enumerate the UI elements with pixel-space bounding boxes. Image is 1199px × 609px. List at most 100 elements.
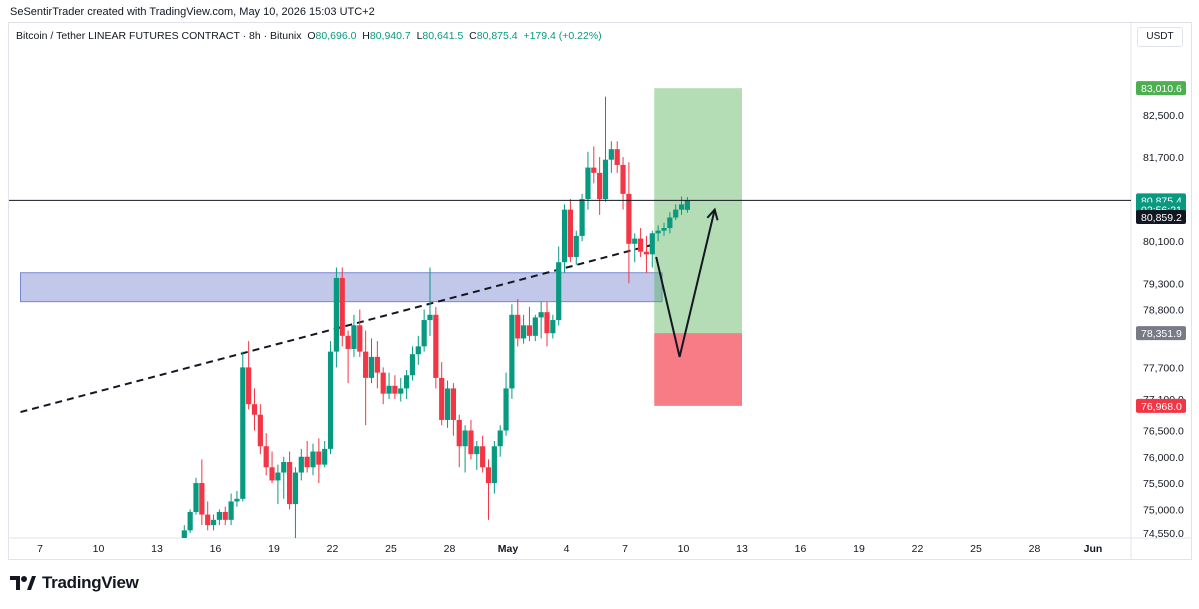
candle [193,477,199,515]
low-value: 80,641.5 [422,30,464,42]
candle [415,335,421,365]
candle-body [240,367,246,499]
candle [304,440,310,473]
candle [380,367,386,405]
candle [339,267,345,347]
candle-body [597,172,603,200]
candle [579,193,585,242]
candle-body [327,351,334,449]
candle-body [421,320,427,347]
candle-body [491,446,497,484]
candle [374,341,380,389]
candle-body [281,462,287,473]
candle-body [573,235,579,257]
candle-body [462,430,468,447]
candle-body [339,277,345,336]
candle-body [480,446,486,468]
candle [643,235,650,273]
close-label: C [469,30,477,42]
candle-body [538,312,544,318]
candle-body [585,167,591,200]
candle-body [456,419,462,447]
candle [333,267,339,368]
candle [222,506,228,526]
candle-body [673,209,679,218]
stop-loss-zone[interactable] [654,333,742,406]
candle-body [655,230,661,234]
candle [187,509,193,533]
candle [556,246,562,326]
candle-body [374,356,380,373]
candle-body [351,325,357,349]
candle-body [556,262,562,321]
currency-button[interactable]: USDT [1137,27,1183,47]
candle-body [263,446,269,468]
candle-body [450,388,456,420]
candle-body [415,346,421,355]
symbol-legend: Bitcoin / Tether LINEAR FUTURES CONTRACT… [16,30,602,42]
y-tick-label: 79,300.0 [1143,278,1184,290]
candle [181,525,187,538]
candle-body [468,430,474,455]
candle-body [526,325,533,336]
candle [234,490,240,507]
candle-body [632,238,638,244]
candle [409,346,416,381]
candle [444,380,451,428]
candle [503,372,509,436]
price-label-box [1136,209,1186,224]
price-label-box [1136,398,1186,413]
y-tick-label: 80,100.0 [1143,236,1184,248]
take-profit-zone[interactable] [654,88,742,334]
candle-body [661,228,667,231]
candle-body [392,385,398,394]
price-label: 83,010.6 [1141,83,1182,95]
candle-body [251,404,258,415]
y-tick-label: 76,000.0 [1143,452,1184,464]
candle-body [678,204,685,210]
projection-path[interactable] [655,209,716,358]
candle-body [199,483,205,515]
candle [392,375,398,399]
candle [251,388,258,431]
high-value: 80,940.7 [369,30,411,42]
x-tick-label: 13 [151,543,163,555]
candle [292,467,299,538]
candle-body [579,199,585,236]
close-value: 80,875.4 [476,30,518,42]
candle-body [187,511,193,531]
candle [515,299,521,347]
tradingview-logo: TradingView [10,573,139,593]
price-label: 80,859.2 [1141,212,1182,224]
candle [620,157,626,210]
low-label: L [416,30,423,42]
y-tick-label: 82,500.0 [1143,110,1184,122]
x-tick-label: 25 [385,543,397,555]
candle-body [550,320,556,334]
candle-body [398,388,404,394]
open-value: 80,696.0 [315,30,357,42]
candle-body [561,209,568,263]
candle-body [246,367,252,405]
candle [456,414,462,468]
candle-body [228,501,234,520]
x-tick-label: Jun [1084,543,1103,555]
candle-body [210,519,217,526]
candle-body [357,325,363,352]
candle-body [643,251,650,255]
candle [655,225,661,242]
candle [667,212,673,234]
candle [474,440,480,470]
candle [491,440,497,494]
candle-body [368,356,375,378]
candle-body [181,530,187,538]
candle-body [269,467,275,481]
chart-credit: SeSentirTrader created with TradingView.… [10,6,375,18]
candle-body [222,511,228,520]
candle-body [275,472,281,481]
candle-body [292,472,299,505]
candle [368,338,375,384]
candle [532,314,538,342]
candle-body [474,446,480,455]
